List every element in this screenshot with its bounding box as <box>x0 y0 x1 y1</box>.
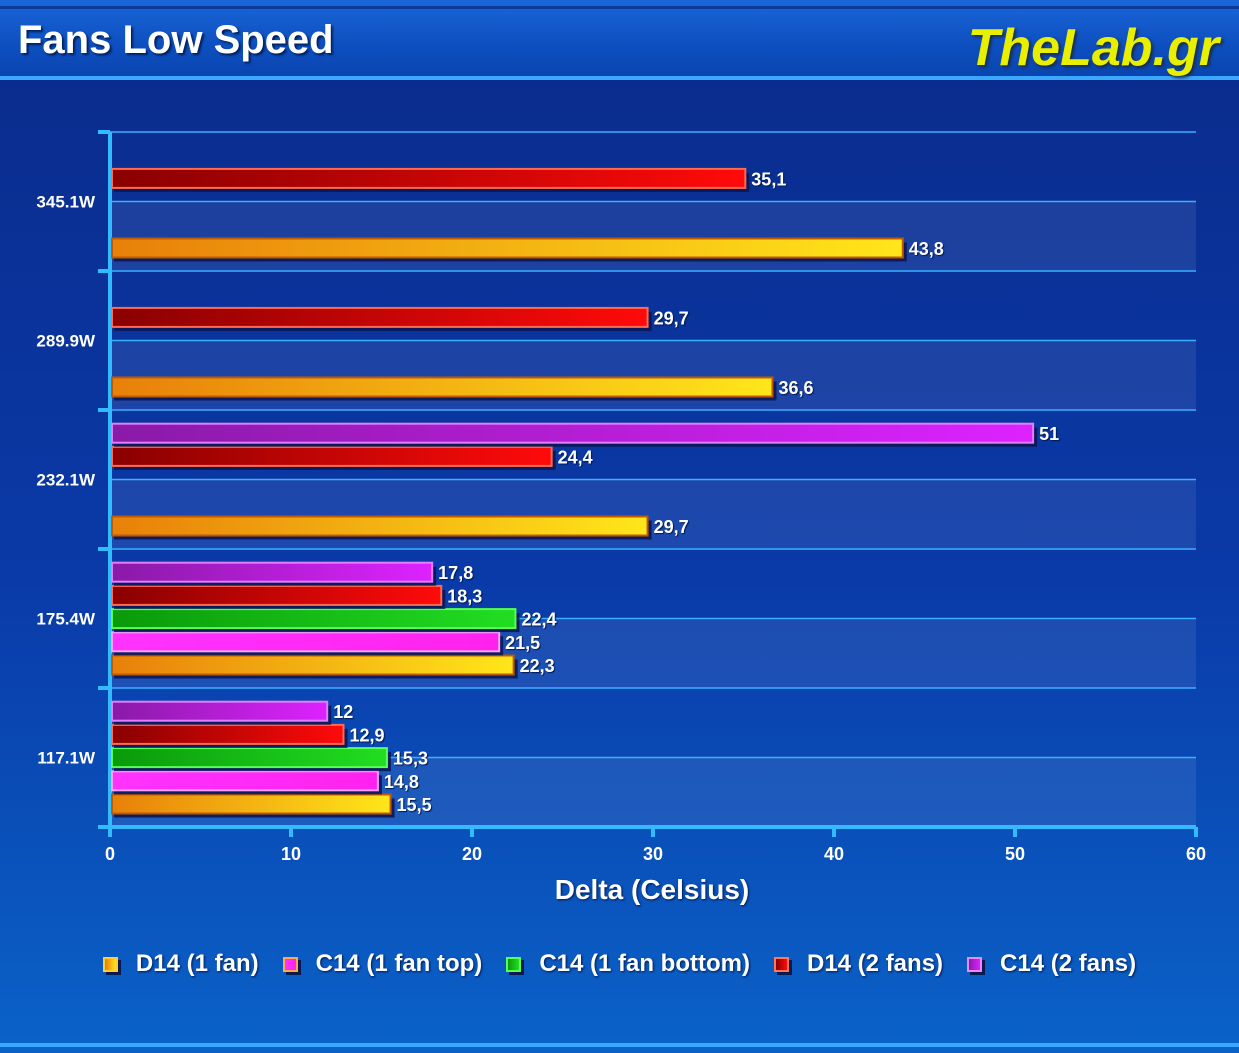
data-label: 15,5 <box>397 795 432 815</box>
legend-swatch <box>773 956 789 972</box>
legend-swatch <box>967 956 983 972</box>
legend-swatch <box>282 956 298 972</box>
data-label: 12 <box>333 702 353 722</box>
header-top-line <box>0 6 1239 9</box>
data-label: 29,7 <box>654 308 689 328</box>
y-tick-label: 289.9W <box>36 332 96 351</box>
bar <box>111 747 388 769</box>
bar <box>111 723 345 745</box>
data-label: 24,4 <box>558 447 593 467</box>
legend-label: C14 (2 fans) <box>1000 950 1137 977</box>
bar <box>111 770 379 792</box>
legend-label: C14 (1 fan bottom) <box>539 950 750 977</box>
data-label: 18,3 <box>447 586 482 606</box>
y-tick-label: 232.1W <box>36 471 96 490</box>
data-label: 22,3 <box>520 656 555 676</box>
bar <box>111 445 553 467</box>
legend-item: C14 (2 fans) <box>967 950 1136 978</box>
bar <box>111 608 517 630</box>
x-tick-label: 0 <box>105 844 115 864</box>
y-tick-label: 117.1W <box>37 749 96 768</box>
data-label: 36,6 <box>778 378 813 398</box>
legend-swatch <box>102 956 118 972</box>
data-label: 14,8 <box>384 772 419 792</box>
data-label: 35,1 <box>751 169 786 189</box>
legend-item: C14 (1 fan top) <box>282 950 483 978</box>
bar <box>111 237 904 259</box>
legend-label: C14 (1 fan top) <box>315 950 483 977</box>
bar <box>111 376 774 398</box>
legend-item: D14 (1 fan) <box>102 950 259 978</box>
legend: D14 (1 fan) C14 (1 fan top) C14 (1 fan bot… <box>0 946 1239 982</box>
legend-item: C14 (1 fan bottom) <box>506 950 750 978</box>
chart-title: Fans Low Speed <box>18 18 334 62</box>
data-label: 29,7 <box>654 517 689 537</box>
y-tick-label: 175.4W <box>36 610 96 629</box>
bar <box>111 515 649 537</box>
data-label: 51 <box>1039 424 1059 444</box>
data-label: 17,8 <box>438 563 473 583</box>
x-tick-label: 20 <box>462 844 482 864</box>
data-label: 12,9 <box>349 725 384 745</box>
legend-label: D14 (1 fan) <box>135 950 259 977</box>
x-tick-label: 60 <box>1186 844 1206 864</box>
legend-swatch <box>506 956 522 972</box>
x-tick-label: 50 <box>1005 844 1025 864</box>
y-tick-label: 345.1W <box>36 193 96 212</box>
x-tick-label: 10 <box>281 844 301 864</box>
data-label: 43,8 <box>909 239 944 259</box>
data-label: 21,5 <box>505 633 540 653</box>
data-label: 22,4 <box>521 610 556 630</box>
bar <box>111 631 501 653</box>
x-tick-label: 30 <box>643 844 663 864</box>
bar <box>111 561 434 583</box>
x-axis-title: Delta (Celsius) <box>555 874 750 905</box>
bar <box>111 654 515 676</box>
bar <box>111 422 1035 444</box>
x-tick-label: 40 <box>824 844 844 864</box>
bar <box>111 700 329 722</box>
brand-logo: TheLab.gr <box>967 19 1219 77</box>
bar <box>111 167 747 189</box>
legend-label: D14 (2 fans) <box>806 950 944 977</box>
data-label: 15,3 <box>393 749 428 769</box>
legend-item: D14 (2 fans) <box>773 950 944 978</box>
bar <box>111 306 649 328</box>
bar <box>111 584 443 606</box>
footer-line <box>0 1043 1239 1047</box>
bar <box>111 793 392 815</box>
header: Fans Low Speed TheLab.gr <box>0 0 1239 80</box>
